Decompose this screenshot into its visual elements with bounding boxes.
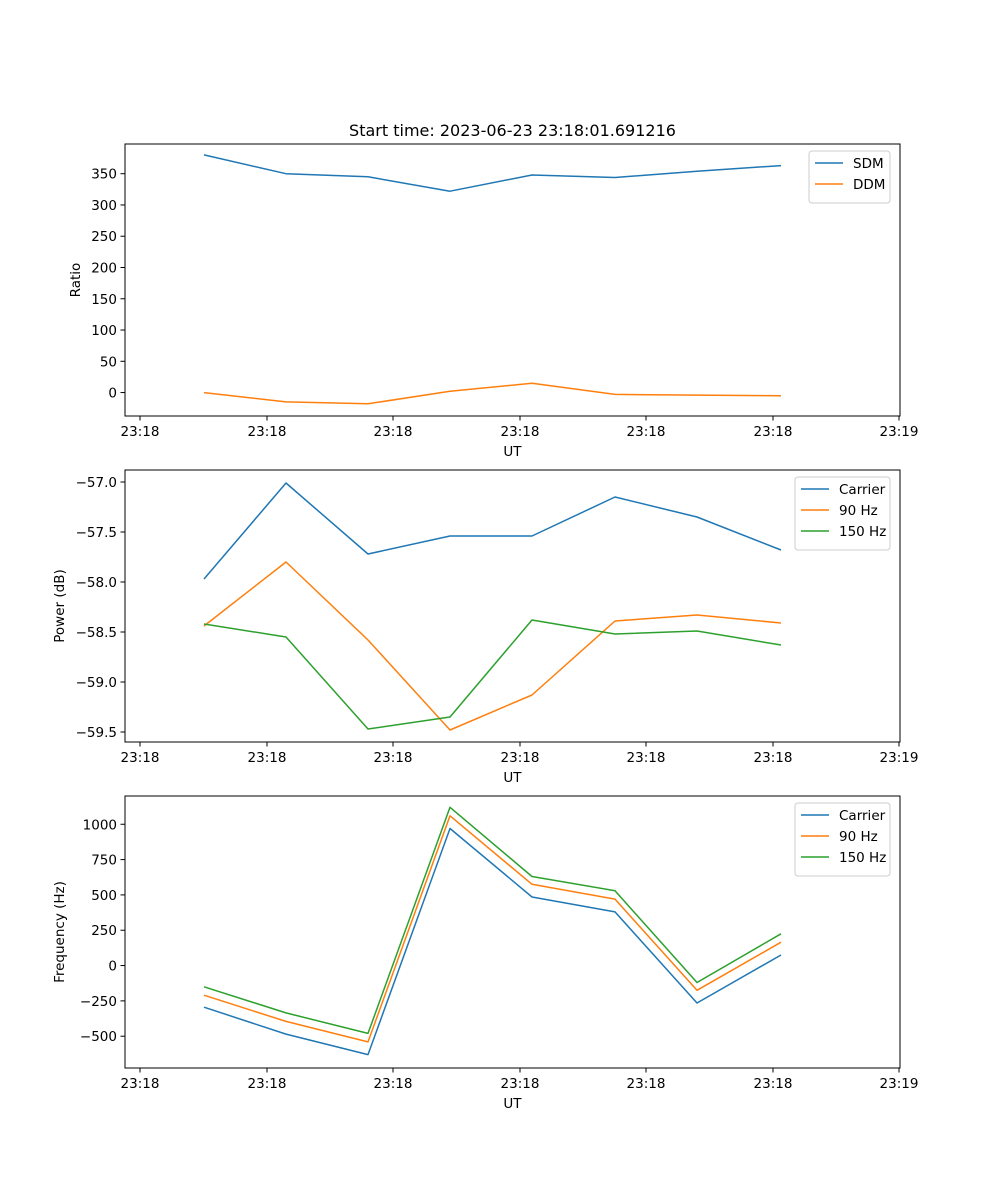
y-tick-label: 750 [91, 853, 117, 869]
x-tick-label: 23:18 [121, 750, 160, 766]
legend-label: Carrier [839, 482, 886, 498]
legend-box [808, 150, 891, 204]
x-axis-label: UT [503, 1096, 522, 1112]
y-tick-label: 250 [91, 229, 117, 245]
y-tick-label: −59.5 [76, 725, 117, 741]
y-axis-label: Frequency (Hz) [52, 881, 68, 983]
legend-label: 90 Hz [839, 829, 878, 845]
y-tick-label: −250 [80, 994, 117, 1010]
x-tick-label: 23:18 [248, 424, 287, 440]
x-tick-label: 23:18 [374, 750, 413, 766]
y-axis-label: Ratio [68, 263, 84, 298]
x-tick-label: 23:18 [754, 1076, 793, 1092]
x-tick-label: 23:18 [501, 750, 540, 766]
y-tick-label: 50 [100, 354, 117, 370]
series-line-90-hz [203, 561, 782, 731]
y-tick-label: 300 [91, 198, 117, 214]
panel-frequency: 23:18 23:18 23:18 23:18 23:18 23:18 23:19 −500 −… [52, 795, 919, 1112]
x-tick-label: 23:18 [248, 1076, 287, 1092]
x-axis-label: UT [503, 444, 522, 460]
x-tick-label: 23:19 [880, 750, 919, 766]
y-tick-label: 350 [91, 167, 117, 183]
x-tick-label: 23:18 [121, 424, 160, 440]
x-tick-label: 23:18 [754, 750, 793, 766]
y-tick-label: 250 [91, 923, 117, 939]
y-tick-label: −500 [80, 1029, 117, 1045]
panel-ratio: 23:18 23:18 23:18 23:18 23:18 23:18 23:19 0 50 10… [68, 143, 919, 460]
y-axis-label: Power (dB) [52, 569, 68, 642]
y-tick-label: −58.5 [76, 625, 117, 641]
series-line-150-hz [203, 806, 782, 1035]
y-tick-label: −59.0 [76, 675, 117, 691]
y-tick-label: 0 [108, 959, 117, 975]
axes-frame [124, 469, 901, 743]
y-tick-label: 150 [91, 292, 117, 308]
y-tick-label: −57.0 [76, 475, 117, 491]
y-tick-label: 200 [91, 260, 117, 276]
series-line-150-hz [203, 619, 782, 730]
legend-label: 150 Hz [839, 850, 886, 866]
y-tick-label: 100 [91, 323, 117, 339]
legend-label: 150 Hz [839, 524, 886, 540]
x-tick-label: 23:18 [754, 424, 793, 440]
y-tick-label: 500 [91, 888, 117, 904]
x-tick-label: 23:18 [374, 424, 413, 440]
legend-label: Carrier [839, 808, 886, 824]
x-axis-label: UT [503, 770, 522, 786]
legend-label: 90 Hz [839, 503, 878, 519]
y-tick-label: −57.5 [76, 525, 117, 541]
x-tick-label: 23:18 [501, 424, 540, 440]
x-tick-label: 23:18 [627, 750, 666, 766]
axes-frame [124, 143, 901, 417]
x-tick-label: 23:18 [501, 1076, 540, 1092]
x-tick-label: 23:19 [880, 1076, 919, 1092]
x-tick-label: 23:19 [880, 424, 919, 440]
legend-label: DDM [853, 177, 885, 193]
x-tick-label: 23:18 [374, 1076, 413, 1092]
series-line-90-hz [203, 815, 782, 1043]
legend-label: SDM [853, 156, 884, 172]
series-line-ddm [203, 382, 782, 405]
series-line-carrier [203, 827, 782, 1056]
x-tick-label: 23:18 [627, 424, 666, 440]
series-line-sdm [203, 154, 782, 192]
figure-title: Start time: 2023-06-23 23:18:01.691216 [349, 121, 676, 140]
panel-power: 23:18 23:18 23:18 23:18 23:18 23:18 23:19 −59.5… [52, 469, 919, 786]
series-line-carrier [203, 482, 782, 580]
axes-frame [124, 795, 901, 1069]
x-tick-label: 23:18 [248, 750, 287, 766]
x-tick-label: 23:18 [121, 1076, 160, 1092]
x-tick-label: 23:18 [627, 1076, 666, 1092]
y-tick-label: 0 [108, 386, 117, 402]
y-tick-label: −58.0 [76, 575, 117, 591]
y-tick-label: 1000 [83, 817, 117, 833]
